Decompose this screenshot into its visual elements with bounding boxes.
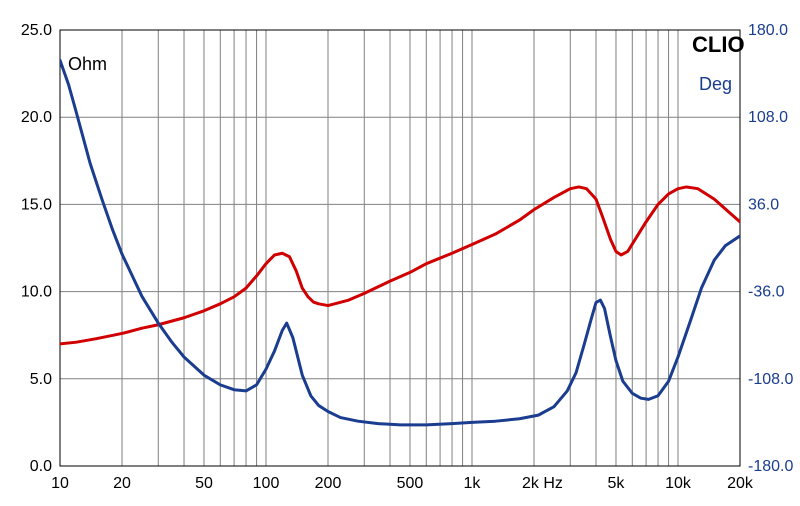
x-tick-label: 500 (397, 475, 424, 492)
x-tick-label: 1k (464, 475, 482, 492)
x-tick-label: 10k (665, 475, 692, 492)
y-right-tick-label: 36.0 (748, 196, 779, 213)
x-tick-label: 20 (113, 475, 131, 492)
watermark-label: CLIO (692, 32, 745, 57)
y-right-tick-label: -180.0 (748, 458, 793, 475)
y-left-tick-label: 20.0 (21, 109, 52, 126)
chart-container: 0.0 5.0 10.0 15.0 20.0 25.0 -180.0 -108.0 -36.0 3… (0, 0, 800, 506)
x-tick-label: 50 (195, 475, 213, 492)
x-tick-label: 20k (727, 475, 754, 492)
impedance-phase-chart: 0.0 5.0 10.0 15.0 20.0 25.0 -180.0 -108.0 -36.0 3… (0, 0, 800, 506)
y-left-unit-label: Ohm (68, 54, 107, 74)
y-right-unit-label: Deg (699, 74, 732, 94)
x-tick-label: 100 (253, 475, 280, 492)
y-right-tick-label: 108.0 (748, 109, 788, 126)
x-tick-label: 5k (608, 475, 626, 492)
y-left-tick-label: 5.0 (30, 371, 52, 388)
y-left-tick-label: 25.0 (21, 22, 52, 39)
y-right-tick-label: -108.0 (748, 371, 793, 388)
y-right-tick-label: 180.0 (748, 22, 788, 39)
y-left-tick-label: 15.0 (21, 196, 52, 213)
x-tick-label: 10 (51, 475, 69, 492)
x-tick-label: 200 (315, 475, 342, 492)
y-left-tick-label: 10.0 (21, 284, 52, 301)
y-left-tick-label: 0.0 (30, 458, 52, 475)
y-right-tick-label: -36.0 (748, 284, 785, 301)
x-tick-label: 2k Hz (522, 475, 563, 492)
